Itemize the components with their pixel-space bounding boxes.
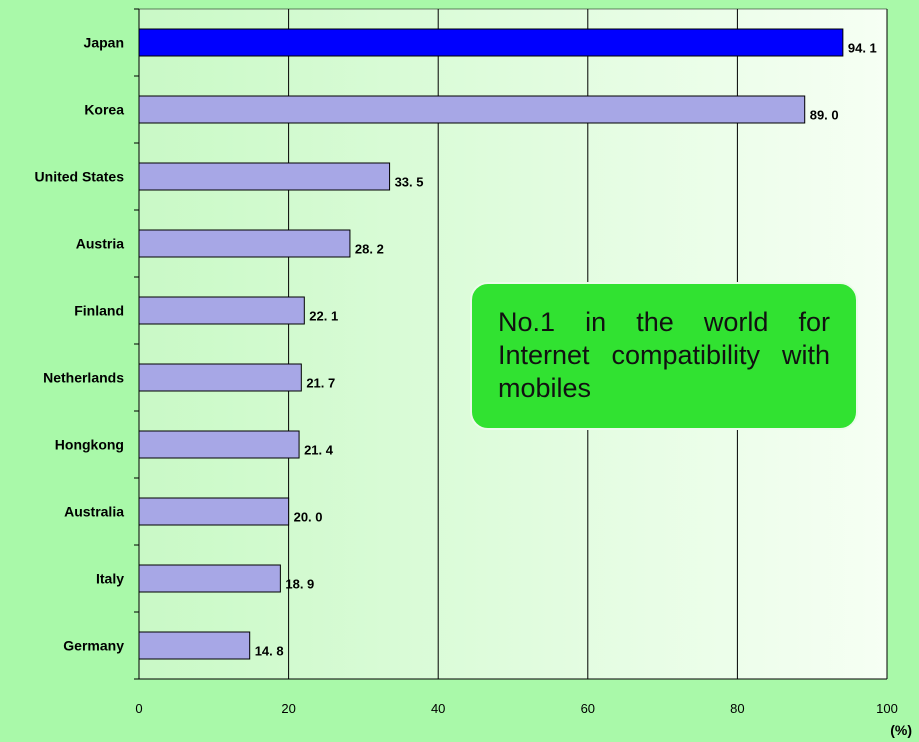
category-label: Austria [76, 236, 124, 252]
value-label: 28. 2 [355, 242, 384, 257]
bar-germany [138, 631, 251, 660]
labels: Japan 94. 1 Korea 89. 0 United States 33. 5 Au… [35, 35, 912, 739]
bar-netherlands [138, 363, 302, 392]
bar-austria [138, 229, 351, 258]
category-label: Hongkong [55, 437, 124, 453]
bar-australia [138, 497, 290, 526]
value-label: 33. 5 [395, 175, 424, 190]
x-tick-label: 20 [281, 701, 295, 716]
value-label: 20. 0 [294, 510, 323, 525]
value-label: 18. 9 [285, 577, 314, 592]
category-label: Australia [64, 504, 124, 520]
category-label: United States [35, 169, 125, 185]
x-tick-label: 100 [876, 701, 898, 716]
bar-united-states [138, 162, 391, 191]
callout-text: No.1 in the world for Internet compatibi… [498, 307, 830, 403]
x-tick-label: 0 [135, 701, 142, 716]
bars [138, 28, 844, 660]
x-tick-label: 40 [431, 701, 445, 716]
category-label: Italy [96, 571, 124, 587]
x-tick-label: 80 [730, 701, 744, 716]
value-label: 14. 8 [255, 644, 284, 659]
callout-box: No.1 in the world for Internet compatibi… [470, 282, 858, 430]
category-label: Germany [63, 638, 124, 654]
value-label: 22. 1 [309, 309, 338, 324]
bar-japan [138, 28, 844, 57]
x-tick-label: 60 [581, 701, 595, 716]
bar-finland [138, 296, 305, 325]
category-label: Japan [84, 35, 124, 51]
value-label: 89. 0 [810, 108, 839, 123]
bar-hongkong [138, 430, 300, 459]
bar-korea [138, 95, 806, 124]
category-label: Korea [84, 102, 124, 118]
value-label: 94. 1 [848, 41, 877, 56]
value-label: 21. 7 [306, 376, 335, 391]
value-label: 21. 4 [304, 443, 334, 458]
bar-italy [138, 564, 281, 593]
x-unit-label: (%) [890, 722, 912, 738]
category-label: Finland [74, 303, 124, 319]
category-label: Netherlands [43, 370, 124, 386]
